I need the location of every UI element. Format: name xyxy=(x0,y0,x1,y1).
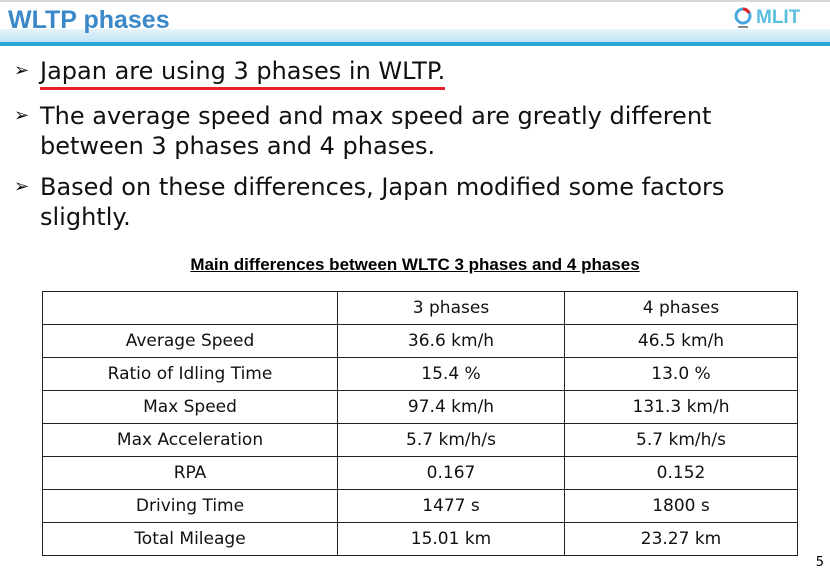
table-cell: Average Speed xyxy=(42,324,338,358)
table-row: Max Acceleration 5.7 km/h/s 5.7 km/h/s xyxy=(42,423,798,457)
table-row: RPA 0.167 0.152 xyxy=(42,456,798,490)
header-band xyxy=(0,29,830,42)
table-cell: 131.3 km/h xyxy=(564,390,798,424)
bullet-text: Based on these differences, Japan modifi… xyxy=(40,173,725,231)
table-cell: 4 phases xyxy=(564,291,798,325)
bullet-text: The average speed and max speed are grea… xyxy=(40,102,712,160)
table-cell: Total Mileage xyxy=(42,522,338,556)
table-row: Driving Time 1477 s 1800 s xyxy=(42,489,798,523)
table-cell: 15.01 km xyxy=(337,522,565,556)
table-cell xyxy=(42,291,338,325)
logo-text: MLIT xyxy=(756,7,801,28)
table-row: Ratio of Idling Time 15.4 % 13.0 % xyxy=(42,357,798,391)
bullet-list: ➢ Japan are using 3 phases in WLTP. ➢ The … xyxy=(14,56,814,243)
table-cell: 1800 s xyxy=(564,489,798,523)
table-row: Average Speed 36.6 km/h 46.5 km/h xyxy=(42,324,798,358)
table-cell: 15.4 % xyxy=(337,357,565,391)
table-cell: 13.0 % xyxy=(564,357,798,391)
arrow-bullet-icon: ➢ xyxy=(14,105,30,126)
table-row: Total Mileage 15.01 km 23.27 km xyxy=(42,522,798,556)
arrow-bullet-icon: ➢ xyxy=(14,60,30,81)
bullet-item: ➢ Based on these differences, Japan modif… xyxy=(14,172,814,232)
table-cell: 97.4 km/h xyxy=(337,390,565,424)
table-cell: Max Acceleration xyxy=(42,423,338,457)
page-number: 5 xyxy=(815,555,824,570)
table-header-row: 3 phases 4 phases xyxy=(42,291,798,325)
table-cell: 36.6 km/h xyxy=(337,324,565,358)
table-cell: 46.5 km/h xyxy=(564,324,798,358)
table-cell: Driving Time xyxy=(42,489,338,523)
table-caption: Main differences between WLTC 3 phases a… xyxy=(190,255,640,274)
bullet-text: Japan are using 3 phases in WLTP. xyxy=(40,56,446,90)
slide-title: WLTP phases xyxy=(8,6,170,34)
table-cell: 1477 s xyxy=(337,489,565,523)
mlit-logo: MLIT xyxy=(734,6,800,30)
table-cell: 23.27 km xyxy=(564,522,798,556)
table-row: Max Speed 97.4 km/h 131.3 km/h xyxy=(42,390,798,424)
logo-icon xyxy=(734,7,752,28)
table-cell: 5.7 km/h/s xyxy=(564,423,798,457)
top-border xyxy=(0,0,830,2)
arrow-bullet-icon: ➢ xyxy=(14,176,30,197)
bullet-item: ➢ The average speed and max speed are gre… xyxy=(14,101,814,161)
bullet-item: ➢ Japan are using 3 phases in WLTP. xyxy=(14,56,814,90)
table-cell: RPA xyxy=(42,456,338,490)
table-cell: 3 phases xyxy=(337,291,565,325)
header-rule xyxy=(0,42,830,46)
table-cell: Max Speed xyxy=(42,390,338,424)
table-cell: 5.7 km/h/s xyxy=(337,423,565,457)
table-cell: Ratio of Idling Time xyxy=(42,357,338,391)
comparison-table: 3 phases 4 phases Average Speed 36.6 km/h 46… xyxy=(42,291,798,556)
table-cell: 0.152 xyxy=(564,456,798,490)
table-cell: 0.167 xyxy=(337,456,565,490)
